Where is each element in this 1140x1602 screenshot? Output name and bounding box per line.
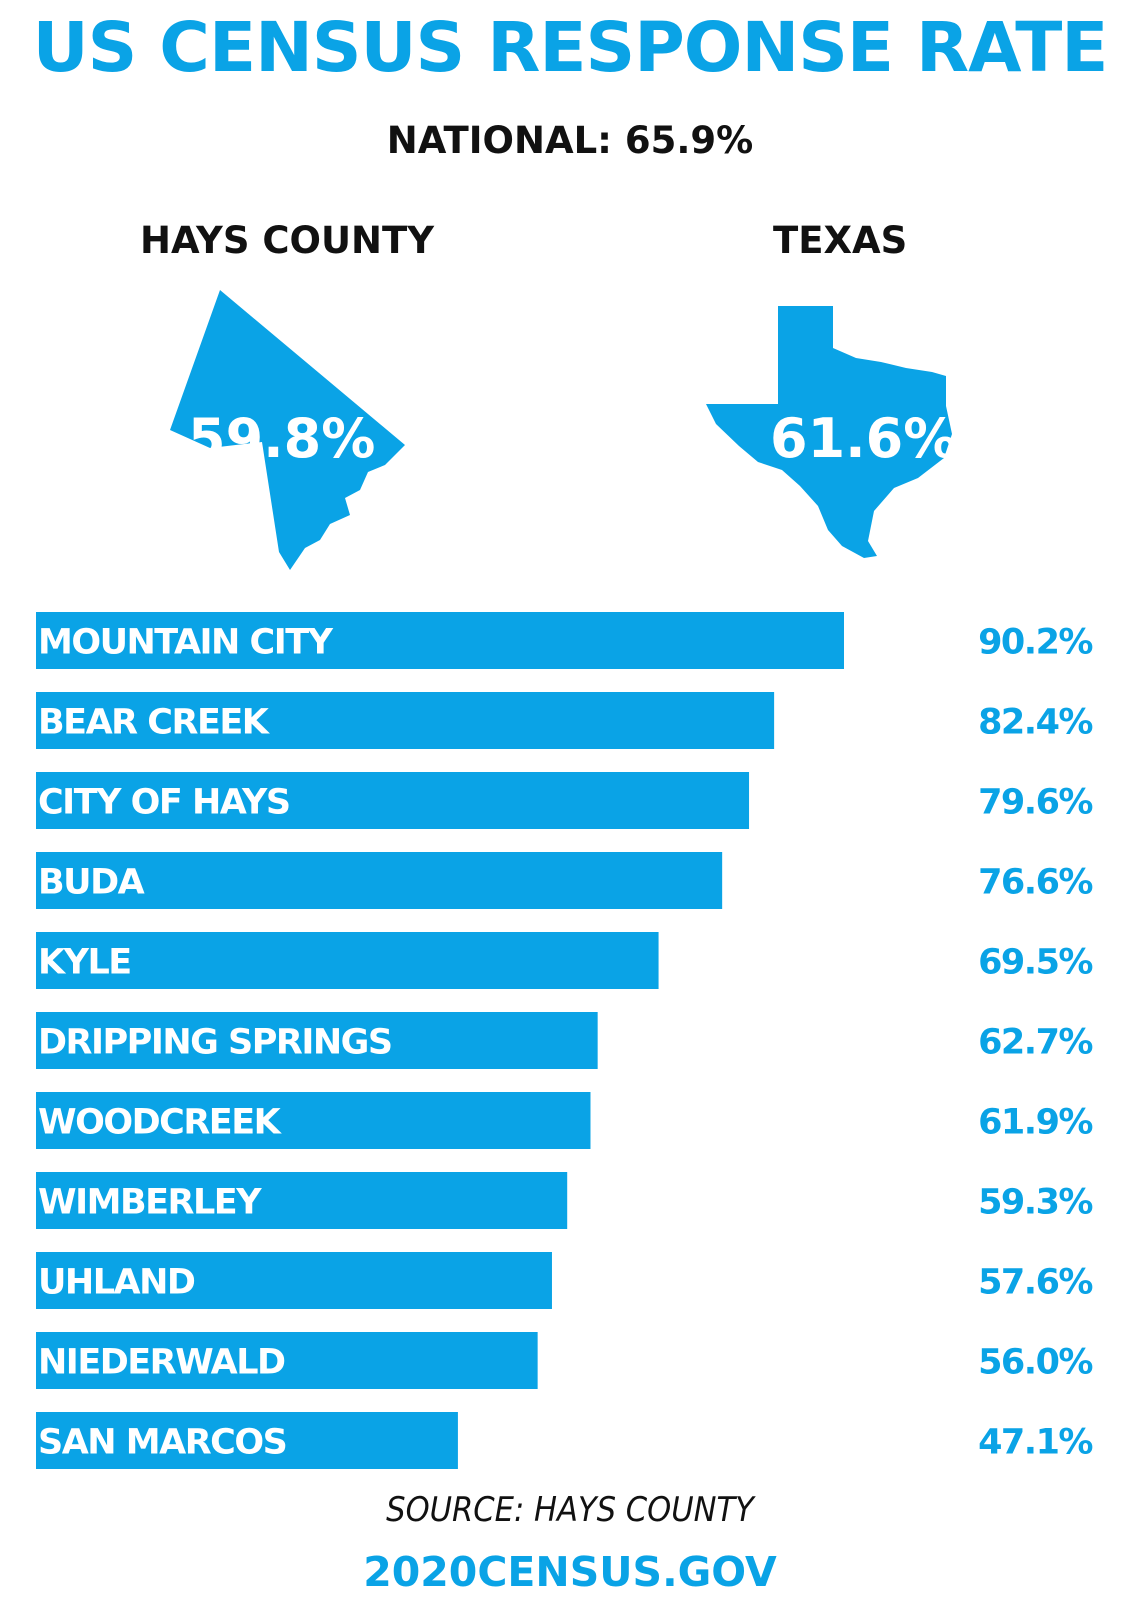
texas-label: TEXAS bbox=[773, 219, 908, 262]
bar-label: CITY OF HAYS bbox=[38, 783, 290, 823]
bar-label: WIMBERLEY bbox=[38, 1183, 262, 1223]
chart-title: US CENSUS RESPONSE RATE bbox=[32, 8, 1109, 88]
texas-rate: 61.6% bbox=[770, 407, 958, 470]
bar-value-label: 57.6% bbox=[978, 1263, 1092, 1303]
hays-county-label: HAYS COUNTY bbox=[140, 219, 435, 262]
bar-value-label: 82.4% bbox=[978, 703, 1092, 743]
bar-value-label: 90.2% bbox=[978, 623, 1092, 663]
bar-label: UHLAND bbox=[38, 1263, 195, 1303]
bar-label: SAN MARCOS bbox=[38, 1423, 286, 1463]
bar-value-label: 79.6% bbox=[978, 783, 1092, 823]
bar-value-label: 59.3% bbox=[978, 1183, 1092, 1223]
website-link: 2020CENSUS.GOV bbox=[363, 1548, 777, 1596]
city-response-bar-chart: MOUNTAIN CITY 90.2% BEAR CREEK 82.4% CITY OF… bbox=[36, 612, 1094, 1469]
national-rate: NATIONAL: 65.9% bbox=[386, 119, 754, 162]
bar-value-label: 62.7% bbox=[978, 1023, 1092, 1063]
bar-buda bbox=[36, 852, 723, 909]
bar-label: BEAR CREEK bbox=[38, 703, 271, 743]
bar-niederwald bbox=[36, 1332, 538, 1389]
bar-kyle bbox=[36, 932, 659, 989]
texas-map-icon bbox=[706, 306, 952, 558]
bar-wimberley bbox=[36, 1172, 568, 1229]
bar-dripping-springs bbox=[36, 1012, 598, 1069]
bar-label: MOUNTAIN CITY bbox=[38, 623, 334, 663]
bar-city-of-hays bbox=[36, 772, 750, 829]
bar-san-marcos bbox=[36, 1412, 458, 1469]
hays-county-map-icon bbox=[170, 290, 405, 570]
bar-value-label: 56.0% bbox=[978, 1343, 1092, 1383]
bar-label: BUDA bbox=[38, 863, 145, 903]
bar-woodcreek bbox=[36, 1092, 591, 1149]
bar-label: WOODCREEK bbox=[38, 1103, 283, 1143]
bar-value-label: 47.1% bbox=[978, 1423, 1092, 1463]
source-note: SOURCE: HAYS COUNTY bbox=[386, 1490, 754, 1530]
bar-value-label: 76.6% bbox=[978, 863, 1092, 903]
bar-label: DRIPPING SPRINGS bbox=[38, 1023, 392, 1063]
bar-bear-creek bbox=[36, 692, 775, 749]
bar-label: KYLE bbox=[38, 943, 131, 983]
bar-uhland bbox=[36, 1252, 552, 1309]
bar-value-label: 69.5% bbox=[978, 943, 1092, 983]
hays-county-rate: 59.8% bbox=[188, 407, 376, 470]
bar-mountain-city bbox=[36, 612, 844, 669]
bar-label: NIEDERWALD bbox=[38, 1343, 285, 1383]
bar-value-label: 61.9% bbox=[978, 1103, 1092, 1143]
